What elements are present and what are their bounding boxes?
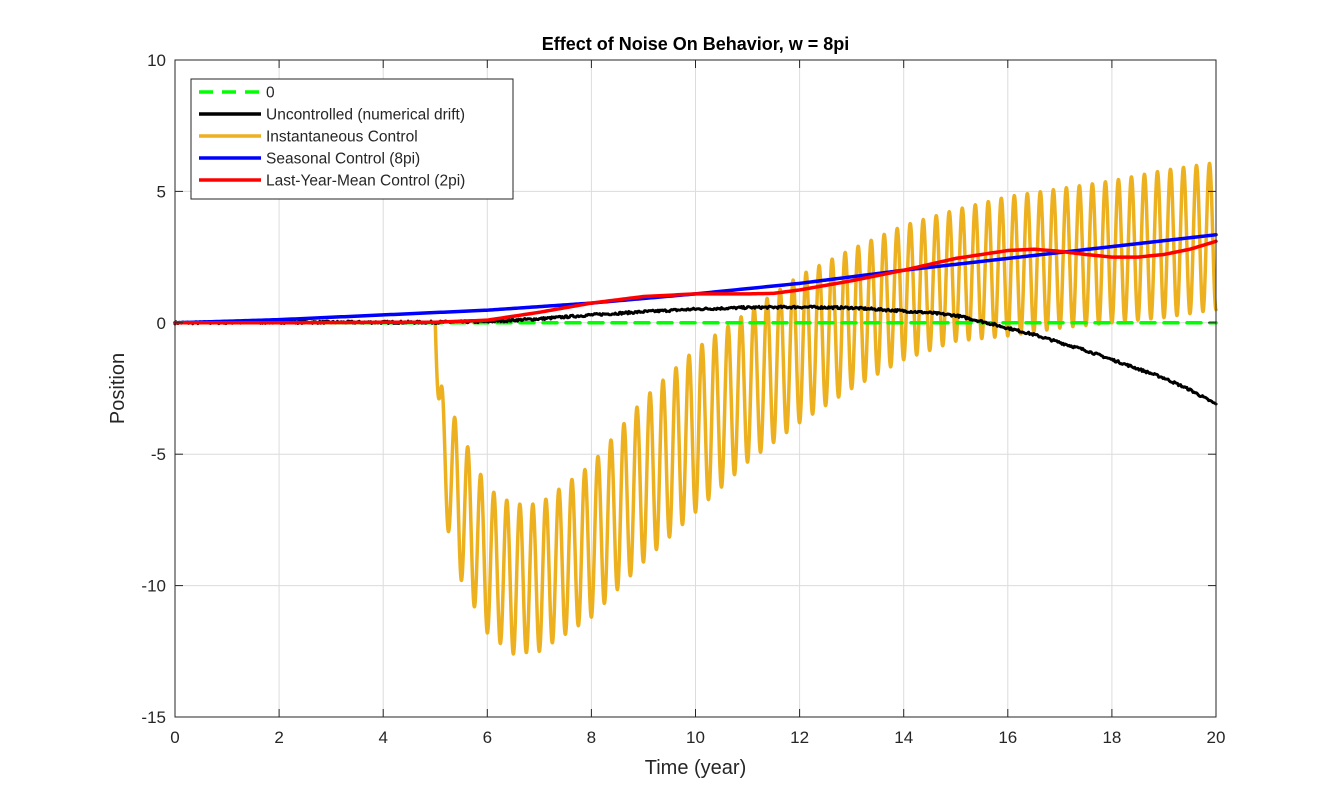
legend-label-3: Seasonal Control (8pi) [266,151,420,168]
legend-label-1: Uncontrolled (numerical drift) [266,107,465,124]
x-tick-label: 8 [587,728,596,747]
chart-title: Effect of Noise On Behavior, w = 8pi [542,34,850,54]
x-tick-label: 4 [378,728,387,747]
x-tick-label: 16 [998,728,1017,747]
legend: 0 Uncontrolled (numerical drift) Instantan… [190,78,514,200]
x-tick-label: 2 [274,728,283,747]
x-tick-label: 18 [1102,728,1121,747]
x-tick-label: 10 [686,728,705,747]
y-tick-label: 5 [157,182,166,201]
legend-label-0: 0 [266,85,275,102]
x-tick-label: 12 [790,728,809,747]
y-tick-label: -5 [151,445,166,464]
y-tick-label: 10 [147,51,166,70]
series-layer [173,161,1218,656]
y-tick-label: 0 [157,314,166,333]
x-tick-label: 20 [1207,728,1226,747]
x-axis-label: Time (year) [645,757,746,779]
y-tick-label: -15 [141,708,166,727]
legend-label-2: Instantaneous Control [266,129,418,146]
x-tick-label: 0 [170,728,179,747]
ticks: 0 2 4 6 8 10 12 14 16 18 20 -15 -10 -5 0 5 10 [141,51,1225,747]
legend-label-4: Last-Year-Mean Control (2pi) [266,173,465,190]
y-tick-label: -10 [141,577,166,596]
series-4-line [173,239,1218,325]
y-axis-label: Position [107,353,129,424]
x-tick-label: 14 [894,728,913,747]
x-tick-label: 6 [483,728,492,747]
